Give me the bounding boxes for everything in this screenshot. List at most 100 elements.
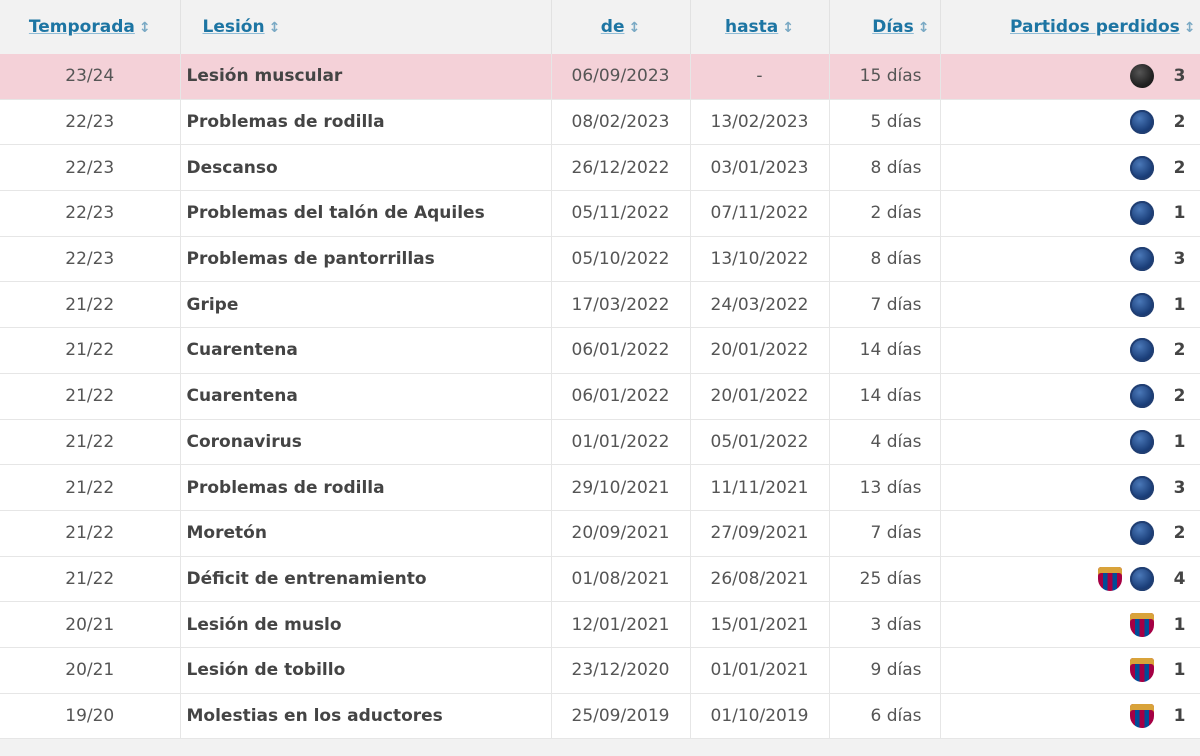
header-season[interactable]: Temporada ↕ [0,0,181,54]
injury-cell: Lesión de tobillo [180,647,552,694]
season-cell: 23/24 [0,54,181,100]
psg-logo-icon[interactable] [1129,566,1154,591]
games-missed-count: 3 [1173,249,1186,270]
games-missed-count: 4 [1173,568,1186,589]
injury-cell: Problemas del talón de Aquiles [180,190,552,237]
from-date-cell: 06/01/2022 [551,327,691,374]
games-missed-count: 2 [1173,112,1186,133]
sort-icon[interactable]: ↕ [917,20,930,36]
season-cell: 21/22 [0,556,181,603]
games-missed-cell: 3 [940,464,1200,511]
days-cell: 14 días [829,373,941,420]
until-date-cell: 05/01/2022 [690,419,830,466]
injury-cell: Coronavirus [180,419,552,466]
games-missed-count: 1 [1173,294,1186,315]
season-cell: 22/23 [0,236,181,283]
psg-logo-icon[interactable] [1129,338,1154,363]
header-days[interactable]: Días ↕ [829,0,941,54]
season-cell: 19/20 [0,693,181,740]
table-row: 22/23 Problemas del talón de Aquiles 05/11… [0,190,1200,237]
from-date-cell: 05/11/2022 [551,190,691,237]
header-from[interactable]: de ↕ [551,0,691,54]
psg-logo-icon[interactable] [1129,110,1154,135]
sort-games-link[interactable]: Partidos perdidos [1010,17,1180,37]
table-header-row: Temporada ↕ Lesión ↕ de ↕ hasta ↕ Días ↕ Part… [0,0,1200,54]
sort-season-link[interactable]: Temporada [28,17,135,37]
header-injury[interactable]: Lesión ↕ [180,0,552,54]
until-date-cell: - [690,54,830,100]
until-date-cell: 20/01/2022 [690,327,830,374]
table-row: 22/23 Problemas de rodilla 08/02/2023 13/02… [0,99,1200,146]
injury-cell: Lesión muscular [180,54,552,100]
from-date-cell: 06/01/2022 [551,373,691,420]
psg-logo-icon[interactable] [1129,429,1154,454]
from-date-cell: 05/10/2022 [551,236,691,283]
psg-logo-icon[interactable] [1129,155,1154,180]
games-missed-count: 1 [1173,614,1186,635]
psg-logo-icon[interactable] [1129,292,1154,317]
from-date-cell: 17/03/2022 [551,281,691,329]
days-cell: 7 días [829,510,941,557]
games-missed-cell: 2 [940,510,1200,557]
days-cell: 8 días [829,236,941,283]
from-date-cell: 08/02/2023 [551,99,691,146]
table-row: 21/22 Coronavirus 01/01/2022 05/01/2022 4 dí… [0,419,1200,466]
table-row: 21/22 Cuarentena 06/01/2022 20/01/2022 14 dí… [0,327,1200,374]
injury-cell: Problemas de rodilla [180,99,552,146]
sort-icon[interactable]: ↕ [1183,20,1196,36]
header-until[interactable]: hasta ↕ [690,0,830,54]
season-cell: 22/23 [0,190,181,237]
header-games-missed[interactable]: Partidos perdidos ↕ [940,0,1200,54]
games-missed-count: 2 [1173,157,1186,178]
games-missed-cell: 2 [940,144,1200,192]
sort-icon[interactable]: ↕ [782,20,795,36]
fc-barcelona-logo-icon[interactable] [1097,566,1122,591]
until-date-cell: 26/08/2021 [690,556,830,603]
games-missed-cell: 1 [940,281,1200,329]
sort-icon[interactable]: ↕ [268,20,281,36]
until-date-cell: 20/01/2022 [690,373,830,420]
fc-barcelona-logo-icon[interactable] [1129,658,1154,683]
table-row: 21/22 Problemas de rodilla 29/10/2021 11/11… [0,464,1200,511]
injury-cell: Descanso [180,144,552,192]
injury-cell: Moretón [180,510,552,557]
days-cell: 4 días [829,419,941,466]
until-date-cell: 13/10/2022 [690,236,830,283]
games-missed-cell: 3 [940,236,1200,283]
psg-logo-icon[interactable] [1129,201,1154,226]
sort-icon[interactable]: ↕ [138,20,151,36]
season-cell: 20/21 [0,601,181,648]
injury-cell: Problemas de pantorrillas [180,236,552,283]
games-missed-count: 1 [1173,705,1186,726]
psg-logo-icon[interactable] [1129,521,1154,546]
psg-logo-icon[interactable] [1129,384,1154,409]
games-missed-cell: 2 [940,99,1200,146]
games-missed-count: 2 [1173,386,1186,407]
from-date-cell: 20/09/2021 [551,510,691,557]
games-missed-count: 2 [1173,340,1186,361]
games-missed-cell: 1 [940,190,1200,237]
sort-until-link[interactable]: hasta [724,17,779,37]
inter-miami-logo-icon[interactable] [1129,64,1154,89]
from-date-cell: 23/12/2020 [551,647,691,694]
season-cell: 21/22 [0,510,181,557]
fc-barcelona-logo-icon[interactable] [1129,703,1154,728]
sort-from-link[interactable]: de [600,17,625,37]
games-missed-cell: 2 [940,373,1200,420]
games-missed-cell: 4 [940,556,1200,603]
days-cell: 15 días [829,54,941,100]
sort-injury-link[interactable]: Lesión [202,17,265,37]
psg-logo-icon[interactable] [1129,475,1154,500]
from-date-cell: 01/08/2021 [551,556,691,603]
psg-logo-icon[interactable] [1129,247,1154,272]
games-missed-count: 1 [1173,660,1186,681]
fc-barcelona-logo-icon[interactable] [1129,612,1154,637]
until-date-cell: 24/03/2022 [690,281,830,329]
games-missed-count: 2 [1173,523,1186,544]
days-cell: 5 días [829,99,941,146]
from-date-cell: 06/09/2023 [551,54,691,100]
sort-days-link[interactable]: Días [872,17,914,37]
games-missed-count: 3 [1173,477,1186,498]
sort-icon[interactable]: ↕ [628,20,641,36]
injury-cell: Déficit de entrenamiento [180,556,552,603]
